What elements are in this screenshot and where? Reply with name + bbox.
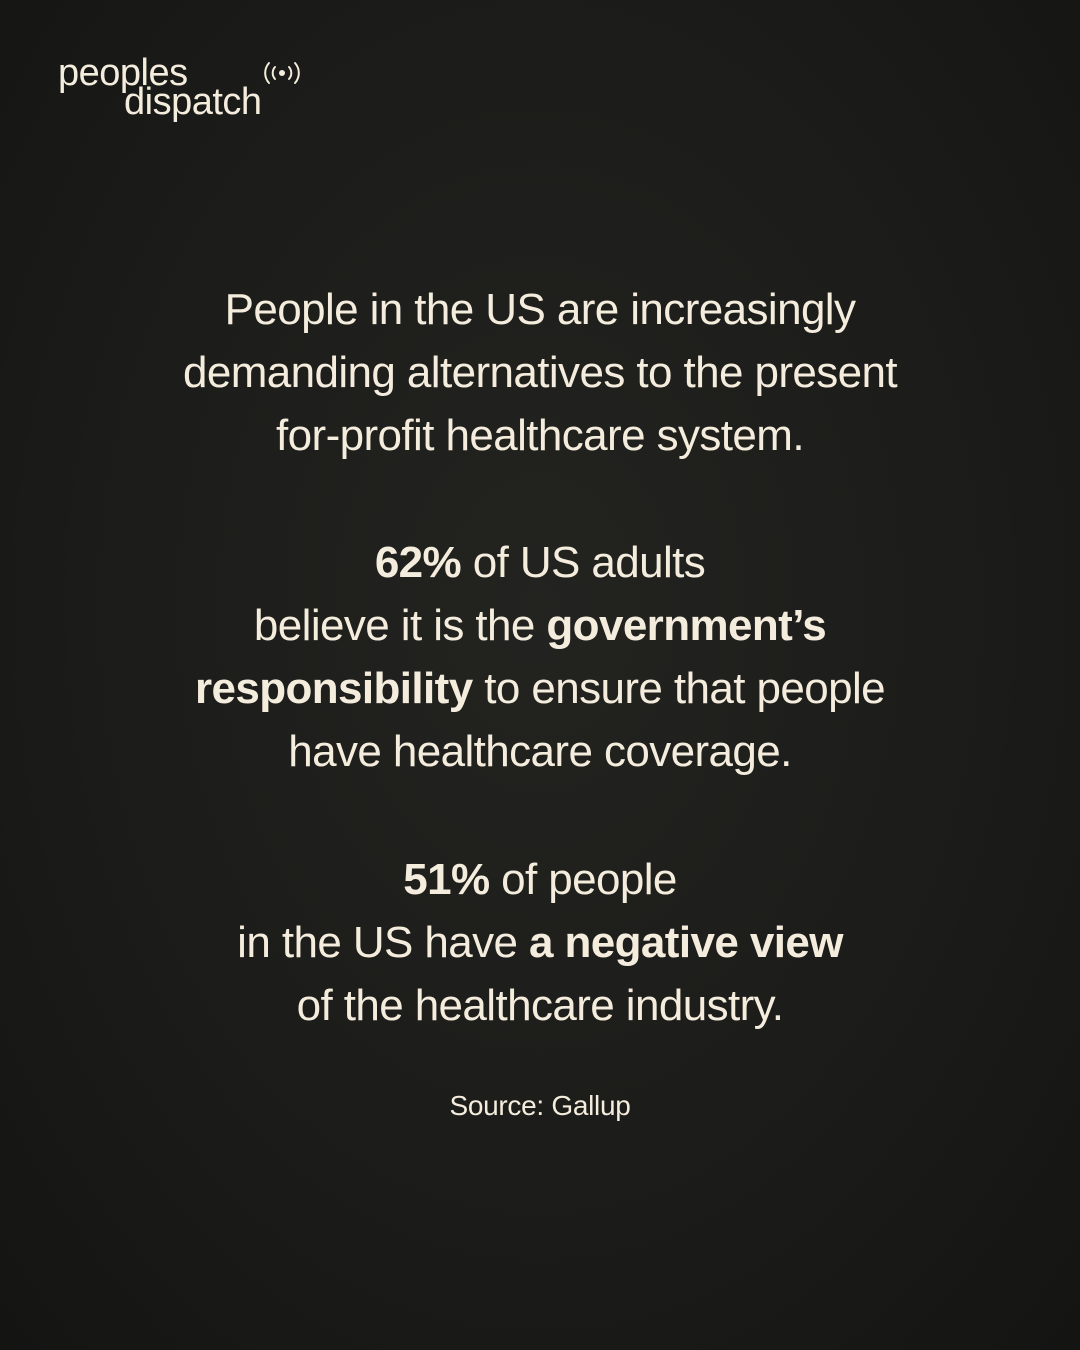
text-line: demanding alternatives to the present <box>0 341 1080 404</box>
bold-text: responsibility <box>194 664 473 713</box>
bold-text: a negative view <box>529 918 843 967</box>
paragraph: People in the US are increasingly demandi… <box>0 278 1080 467</box>
text: demanding alternatives to the present <box>182 348 898 397</box>
paragraph: 62% of US adults believe it is the govern… <box>0 531 1080 783</box>
text: of US adults <box>461 538 706 587</box>
text: have healthcare coverage. <box>288 727 792 776</box>
text-line: believe it is the government’s <box>0 594 1080 657</box>
source: Source: Gallup <box>449 1090 631 1121</box>
text-line: have healthcare coverage. <box>0 720 1080 783</box>
paragraph: 51% of people in the US have a negative v… <box>0 848 1080 1037</box>
broadcast-icon <box>264 62 300 84</box>
bold-text: government’s <box>546 601 827 650</box>
text: in the US have <box>237 918 530 967</box>
bold-text: 62% <box>374 538 462 587</box>
text-line: in the US have a negative view <box>0 911 1080 974</box>
text-line: 62% of US adults <box>0 531 1080 594</box>
text: believe it is the <box>253 601 547 650</box>
bold-text: 51% <box>403 855 490 904</box>
text: of the healthcare industry. <box>296 981 784 1030</box>
logo-line2: dispatch <box>124 81 262 123</box>
text: for-profit healthcare system. <box>276 411 805 460</box>
text-line: People in the US are increasingly <box>0 278 1080 341</box>
text-line: for-profit healthcare system. <box>0 404 1080 467</box>
logo-line1: peoples <box>58 52 188 94</box>
text: People in the US are increasingly <box>224 285 856 334</box>
text: to ensure that people <box>472 664 886 713</box>
text-line: responsibility to ensure that people <box>0 657 1080 720</box>
text-line: of the healthcare industry. <box>0 974 1080 1037</box>
text-line: 51% of people <box>0 848 1080 911</box>
text: of people <box>489 855 677 904</box>
